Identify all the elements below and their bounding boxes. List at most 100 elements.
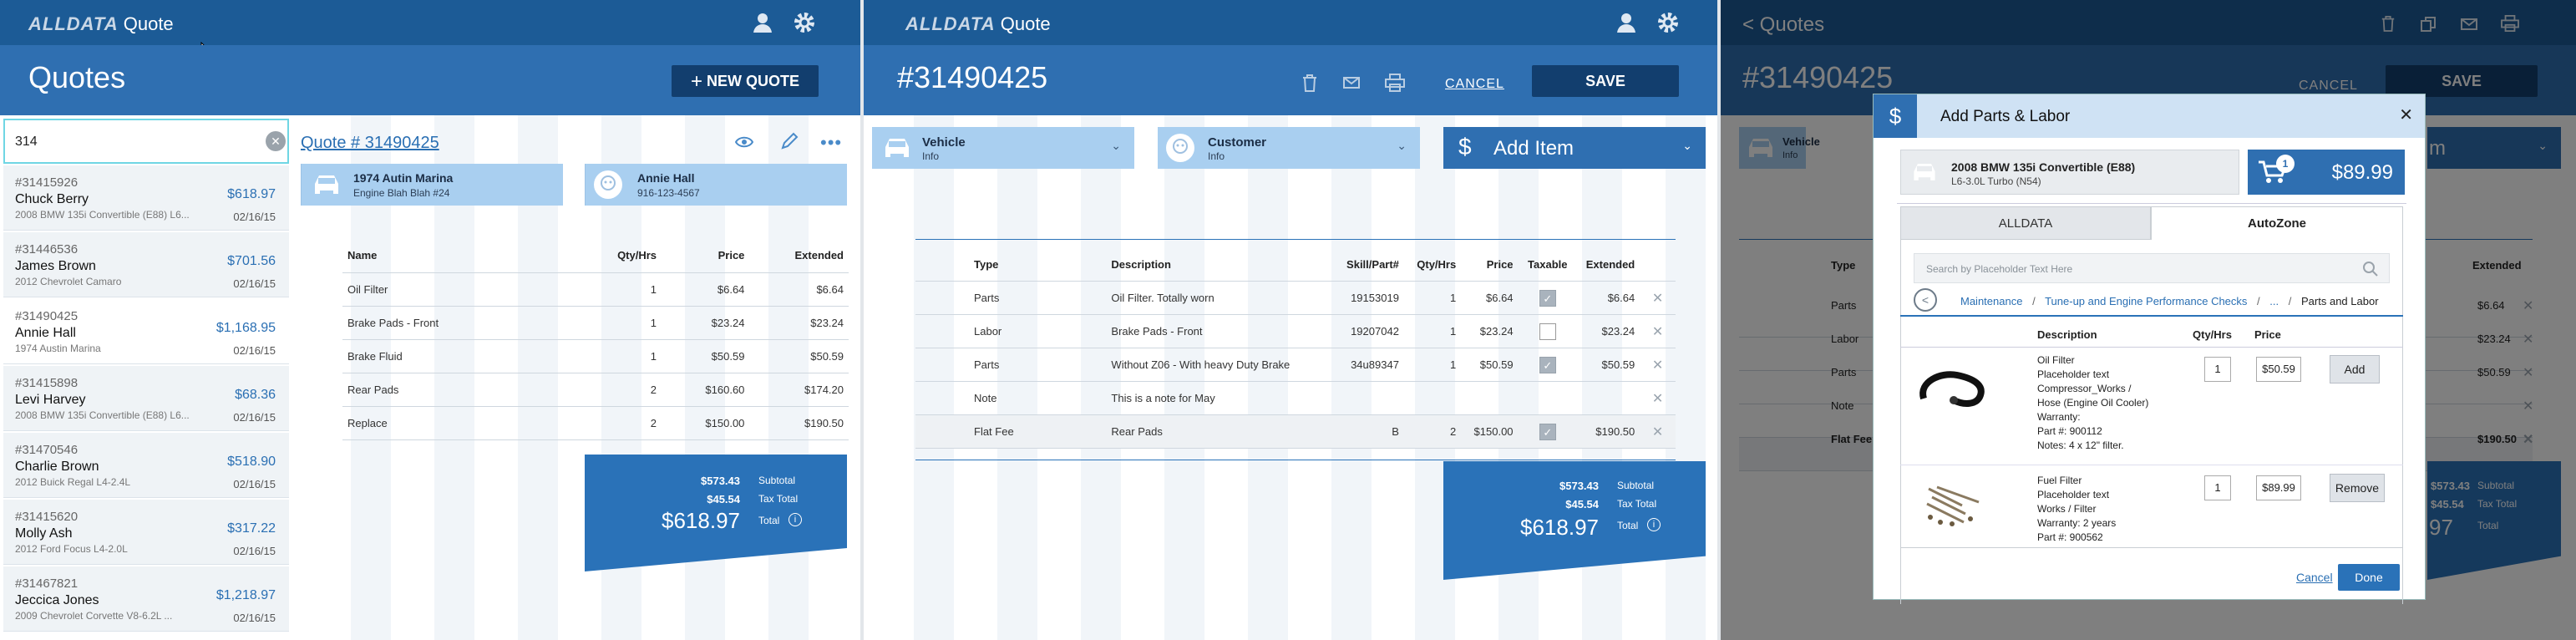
table-row[interactable]: Replace 2 $150.00 $190.50 bbox=[342, 406, 849, 440]
modal-cancel-button[interactable]: Cancel bbox=[2296, 571, 2333, 584]
table-row[interactable]: Brake Fluid 1 $50.59 $50.59 bbox=[342, 339, 849, 373]
user-icon[interactable] bbox=[752, 12, 773, 33]
part-description-line: Notes: 4 x 12" filter. bbox=[2037, 439, 2124, 451]
item-extended: $50.59 bbox=[749, 339, 849, 373]
quote-list-item[interactable]: #31415620 Molly Ash 2012 Ford Focus L4-2.0… bbox=[3, 500, 289, 565]
table-row[interactable]: Labor Brake Pads - Front 19207042 1 $23.24 $2… bbox=[915, 314, 1676, 348]
table-row[interactable]: Note This is a note for May ✕ bbox=[915, 381, 1676, 415]
eye-icon[interactable] bbox=[735, 134, 753, 150]
item-name: Oil Filter bbox=[342, 272, 563, 307]
info-icon[interactable]: i bbox=[789, 513, 802, 526]
item-price: $150.00 bbox=[662, 406, 750, 440]
quote-link[interactable]: Quote # 31490425 bbox=[301, 134, 439, 152]
qty-input[interactable]: 1 bbox=[2204, 475, 2231, 500]
remove-row-icon[interactable]: ✕ bbox=[1651, 291, 1664, 306]
cancel-button[interactable]: CANCEL bbox=[1445, 77, 1504, 91]
taxable-checkbox[interactable]: ✓ bbox=[1539, 423, 1556, 440]
breadcrumb-ellipsis[interactable]: ... bbox=[2269, 295, 2279, 307]
pencil-icon[interactable] bbox=[780, 132, 799, 150]
item-name: Replace bbox=[342, 406, 563, 440]
gear-icon[interactable] bbox=[1657, 12, 1679, 33]
table-row[interactable]: Rear Pads 2 $160.60 $174.20 bbox=[342, 373, 849, 407]
taxable-checkbox[interactable]: ✓ bbox=[1539, 289, 1556, 307]
remove-row-icon[interactable]: ✕ bbox=[1651, 358, 1664, 373]
col-taxable: Taxable bbox=[1518, 247, 1577, 282]
clear-search-icon[interactable]: ✕ bbox=[266, 131, 286, 151]
remove-button[interactable]: Remove bbox=[2330, 474, 2385, 502]
quote-list-item[interactable]: #31470546 Charlie Brown 2012 Buick Regal L… bbox=[3, 433, 289, 498]
parts-search-input[interactable]: Search by Placeholder Text Here bbox=[1914, 253, 2390, 283]
quote-list-item[interactable]: #31446536 James Brown 2012 Chevrolet Camar… bbox=[3, 232, 289, 297]
price-input[interactable]: $89.99 bbox=[2256, 475, 2301, 500]
part-description-line: Placeholder text bbox=[2037, 489, 2110, 500]
save-button[interactable]: SAVE bbox=[1532, 65, 1679, 97]
quote-list-item[interactable]: #31467821 Jeccica Jones 2009 Chevrolet Cor… bbox=[3, 566, 289, 632]
add-button[interactable]: Add bbox=[2330, 355, 2380, 383]
col-description: Description bbox=[1106, 247, 1336, 282]
total-label: Total bbox=[758, 515, 780, 526]
more-icon[interactable]: ••• bbox=[820, 132, 843, 153]
customer-card[interactable]: Annie Hall 916-123-4567 bbox=[585, 164, 847, 206]
quote-date: 02/16/15 bbox=[233, 344, 276, 357]
gear-icon[interactable] bbox=[794, 12, 815, 33]
table-row[interactable]: Parts Without Z06 - With heavy Duty Brake… bbox=[915, 348, 1676, 382]
table-row[interactable]: Parts Oil Filter. Totally worn 19153019 1 $6… bbox=[915, 281, 1676, 315]
quote-date: 02/16/15 bbox=[233, 277, 276, 290]
remove-row-icon[interactable]: ✕ bbox=[1651, 391, 1664, 406]
part-description: Fuel Filter Placeholder text Works / Filte… bbox=[2037, 474, 2116, 545]
print-icon[interactable] bbox=[1385, 74, 1405, 92]
vehicle-card[interactable]: 1974 Autin Marina Engine Blah Blah #24 bbox=[301, 164, 563, 206]
tab-autozone[interactable]: AutoZone bbox=[2151, 206, 2403, 240]
chevron-down-icon: ⌄ bbox=[1111, 139, 1121, 152]
modal-vehicle-card: 2008 BMW 135i Convertible (E88) L6-3.0L … bbox=[1900, 150, 2239, 195]
breadcrumb-maintenance[interactable]: Maintenance bbox=[1960, 295, 2023, 307]
table-row[interactable]: Brake Pads - Front 1 $23.24 $23.24 bbox=[342, 306, 849, 340]
price-input[interactable]: $50.59 bbox=[2256, 357, 2301, 382]
divider bbox=[1900, 347, 2403, 348]
search-icon[interactable] bbox=[2362, 261, 2379, 277]
item-qty bbox=[1403, 381, 1462, 415]
search-input[interactable]: 314 ✕ bbox=[3, 119, 289, 164]
item-description: This is a note for May bbox=[1106, 381, 1336, 415]
item-price: $6.64 bbox=[1461, 281, 1519, 315]
remove-row-icon[interactable]: ✕ bbox=[1651, 324, 1664, 339]
mail-icon[interactable] bbox=[1343, 77, 1360, 89]
info-icon[interactable]: i bbox=[1647, 518, 1661, 531]
quote-amount: $618.97 bbox=[227, 187, 276, 201]
cart-button[interactable]: 1 $89.99 bbox=[2248, 150, 2405, 195]
tax-label: Tax Total bbox=[1617, 498, 1657, 510]
new-quote-button[interactable]: + NEW QUOTE bbox=[672, 65, 819, 97]
user-icon[interactable] bbox=[1615, 12, 1637, 33]
quote-amount: $701.56 bbox=[227, 254, 276, 268]
vehicle-dropdown[interactable]: Vehicle Info ⌄ bbox=[872, 127, 1134, 169]
quote-list-item[interactable]: #31415898 Levi Harvey 2008 BMW 135i Conver… bbox=[3, 366, 289, 431]
trash-icon[interactable] bbox=[1301, 74, 1318, 92]
item-price: $6.64 bbox=[662, 272, 750, 307]
quote-list-item[interactable]: #31490425 Annie Hall 1974 Austin Marina $1,… bbox=[3, 299, 289, 364]
vehicle-dropdown-sub: Info bbox=[922, 150, 940, 162]
tax-label: Tax Total bbox=[758, 493, 799, 505]
col-price: Price bbox=[1461, 247, 1519, 282]
col-qty: Qty/Hrs bbox=[562, 239, 662, 273]
vehicle-name: 2008 BMW 135i Convertible (E88) L6... bbox=[15, 209, 190, 221]
table-row[interactable]: Oil Filter 1 $6.64 $6.64 bbox=[342, 272, 849, 307]
done-button[interactable]: Done bbox=[2338, 564, 2400, 591]
taxable-checkbox[interactable]: ✓ bbox=[1539, 356, 1556, 373]
add-parts-modal: $ Add Parts & Labor ✕ 2008 BMW 135i Conv… bbox=[1873, 94, 2426, 604]
quote-edit-panel: ALLDATA Quote #31490425 CANCEL SAVE bbox=[864, 0, 1717, 640]
chevron-down-icon: ⌄ bbox=[1397, 139, 1407, 152]
tab-alldata[interactable]: ALLDATA bbox=[1900, 206, 2151, 240]
taxable-checkbox[interactable] bbox=[1539, 323, 1556, 340]
breadcrumb-tuneup[interactable]: Tune-up and Engine Performance Checks bbox=[2045, 295, 2248, 307]
close-icon[interactable]: ✕ bbox=[2399, 106, 2413, 124]
quote-list-item[interactable]: #31415926 Chuck Berry 2008 BMW 135i Conver… bbox=[3, 165, 289, 231]
remove-row-icon[interactable]: ✕ bbox=[1651, 424, 1664, 439]
back-circle-icon[interactable]: < bbox=[1914, 288, 1937, 312]
customer-card-title: Annie Hall bbox=[637, 171, 695, 185]
quote-amount: $68.36 bbox=[235, 388, 276, 402]
table-row[interactable]: Flat Fee Rear Pads B 2 $150.00 ✓ $190.50 ✕ bbox=[915, 414, 1676, 449]
qty-input[interactable]: 1 bbox=[2204, 357, 2231, 382]
customer-dropdown[interactable]: Customer Info ⌄ bbox=[1158, 127, 1420, 169]
add-item-dropdown[interactable]: $ Add Item ⌄ bbox=[1443, 127, 1706, 169]
item-price: $150.00 bbox=[1461, 414, 1519, 449]
